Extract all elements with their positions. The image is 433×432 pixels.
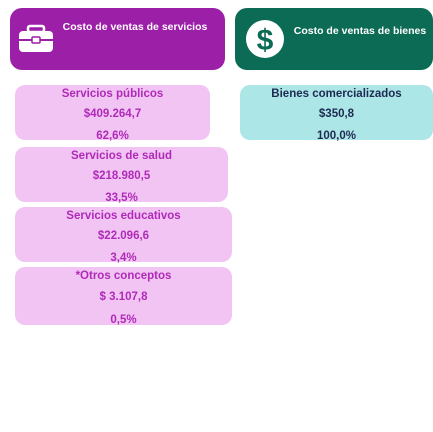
value-card: Servicios públicos $409.264,7 62,6% [15, 85, 210, 142]
goods-header: $ Costo de ventas de bienes [235, 8, 433, 70]
card-amount: $350,8 [318, 108, 355, 120]
card-label: Servicios de salud [71, 150, 172, 162]
card-share: 100,0% [316, 130, 356, 142]
value-card: Bienes comercializados $350,8 100,0% [240, 85, 433, 142]
value-card: Servicios de salud $218.980,5 33,5% [15, 147, 228, 204]
card-amount: $ 3.107,8 [99, 291, 148, 304]
svg-text:$: $ [257, 24, 274, 57]
header-title: Costo de ventas de servicios [62, 21, 208, 33]
card-amount: $22.096,6 [97, 230, 150, 242]
card-label: Servicios educativos [66, 210, 181, 222]
header-title: Costo de ventas de bienes [293, 25, 427, 37]
card-label: Servicios públicos [61, 88, 164, 100]
card-share: 62,6% [96, 130, 129, 142]
value-card: Servicios educativos $22.096,6 3,4% [15, 207, 232, 264]
card-share: 0,5% [110, 314, 137, 327]
card-label: Bienes comercializados [271, 88, 402, 100]
card-amount: $218.980,5 [92, 170, 151, 182]
card-share: 33,5% [105, 192, 138, 204]
value-card: *Otros conceptos $ 3.107,8 0,5% [15, 267, 232, 327]
card-amount: $409.264,7 [83, 108, 142, 120]
dollar-icon: $ [246, 20, 284, 58]
briefcase-icon [19, 24, 53, 52]
card-label: *Otros conceptos [75, 270, 172, 283]
card-share: 3,4% [110, 252, 137, 264]
services-header: Costo de ventas de servicios [10, 8, 225, 70]
